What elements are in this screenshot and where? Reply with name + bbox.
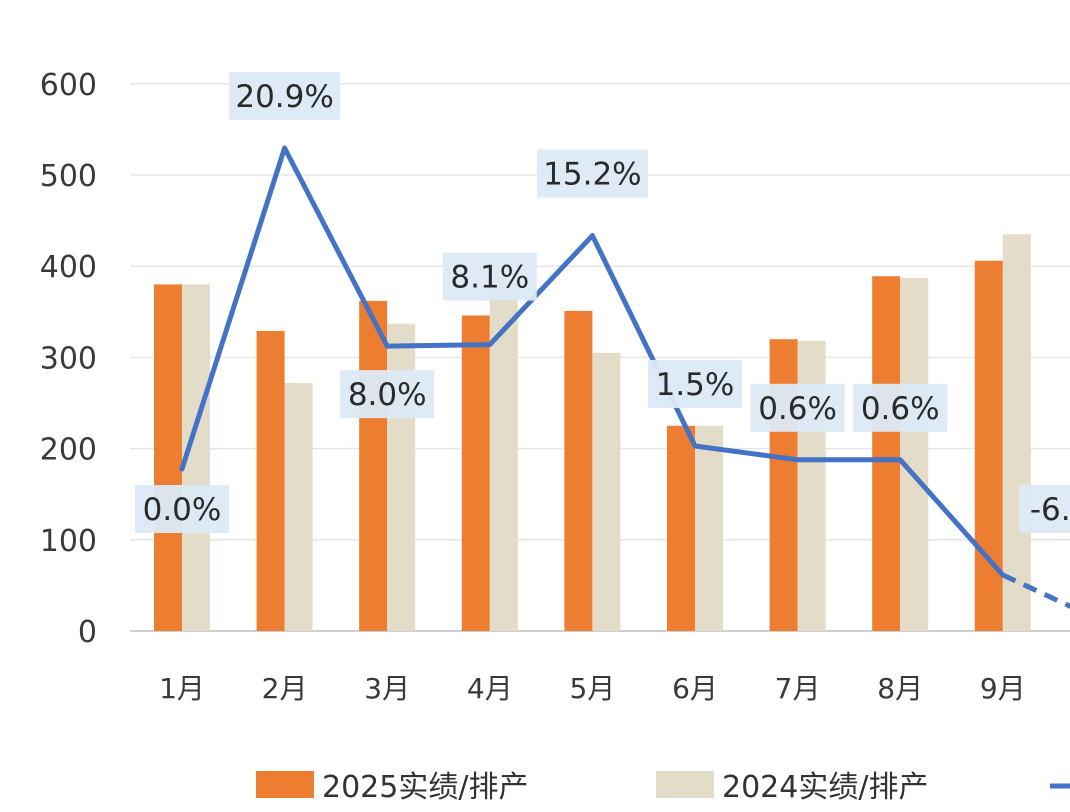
y-tick-label: 500 xyxy=(40,159,97,194)
bar-2025 xyxy=(154,284,182,631)
bar-2025 xyxy=(461,315,490,631)
legend-swatch xyxy=(656,771,714,798)
y-tick-label: 600 xyxy=(40,68,97,103)
data-label-box xyxy=(750,383,845,432)
data-label: 0.6% xyxy=(750,383,845,432)
data-label-text: 8.1% xyxy=(450,260,529,296)
bar-2025 xyxy=(974,260,1003,631)
bar-2025 xyxy=(667,425,695,631)
bar-2025 xyxy=(769,339,798,631)
growth-line-projected xyxy=(1001,572,1070,609)
x-tick-label: 9月 xyxy=(980,672,1026,705)
data-label: 1.5% xyxy=(648,359,742,408)
data-label-box xyxy=(442,252,537,301)
data-label-box xyxy=(229,72,341,120)
legend: 2025实绩/排产 2024实绩/排产 xyxy=(256,770,1070,805)
data-label-box xyxy=(853,383,948,432)
data-label: 0.0% xyxy=(135,485,229,533)
data-label-text: 0.6% xyxy=(861,391,940,427)
x-tick-label: 1月 xyxy=(159,672,205,705)
y-tick-label: 0 xyxy=(78,615,97,650)
bar-2025 xyxy=(564,310,593,631)
data-labels: 0.0% 20.9% 8.0% 8.1% 15.2% 1.5% 0.6% 0.6% -6.9% xyxy=(135,72,1070,533)
data-label-box xyxy=(536,149,648,198)
data-label-text: 0.6% xyxy=(758,391,837,427)
x-tick-label: 4月 xyxy=(467,672,513,705)
data-label: 20.9% xyxy=(229,72,341,120)
x-tick-label: 2月 xyxy=(262,672,308,705)
data-label-box xyxy=(340,370,435,419)
y-tick-label: 400 xyxy=(40,250,97,285)
y-axis: 0 100 200 300 400 500 600 xyxy=(40,68,97,650)
y-tick-label: 300 xyxy=(40,341,97,376)
data-label-text: 15.2% xyxy=(543,157,641,193)
data-label: 8.0% xyxy=(340,370,435,419)
data-label-text: 20.9% xyxy=(235,79,333,115)
bar-2024 xyxy=(387,323,416,631)
bar-2025 xyxy=(256,330,285,631)
x-tick-label: 3月 xyxy=(364,672,410,705)
bar-2025 xyxy=(872,276,901,631)
bar-2024 xyxy=(1002,234,1031,631)
x-axis: 1月2月3月4月5月6月7月8月9月1 xyxy=(159,672,1026,705)
x-tick-label: 8月 xyxy=(877,672,923,705)
y-tick-label: 100 xyxy=(40,524,97,559)
data-label-text: 8.0% xyxy=(348,377,427,413)
bar-2024 xyxy=(284,382,313,631)
data-label-text: 1.5% xyxy=(656,367,735,403)
growth-line xyxy=(179,145,1070,609)
data-label-text: 0.0% xyxy=(143,492,222,528)
bars xyxy=(154,234,1031,631)
bar-2025 xyxy=(359,300,388,631)
legend-label: 2024实绩/排产 xyxy=(722,770,928,805)
bar-2024 xyxy=(592,352,621,631)
bar-2024 xyxy=(900,278,929,631)
data-label: 15.2% xyxy=(536,149,648,198)
data-label-box xyxy=(648,359,742,408)
data-label: 0.6% xyxy=(853,383,948,432)
data-label-box xyxy=(135,485,229,533)
data-label-text: -6.9% xyxy=(1030,492,1070,528)
data-label-box xyxy=(1019,484,1070,533)
legend-label: 2025实绩/排产 xyxy=(322,770,528,805)
legend-swatch xyxy=(256,771,314,798)
x-tick-label: 5月 xyxy=(569,672,615,705)
data-label: 8.1% xyxy=(442,252,537,301)
y-tick-label: 200 xyxy=(40,433,97,468)
data-label: -6.9% xyxy=(1019,484,1070,533)
growth-line-actual xyxy=(179,145,1006,578)
x-tick-label: 7月 xyxy=(775,672,821,705)
x-tick-label: 6月 xyxy=(672,672,718,705)
bar-2024 xyxy=(695,425,723,631)
